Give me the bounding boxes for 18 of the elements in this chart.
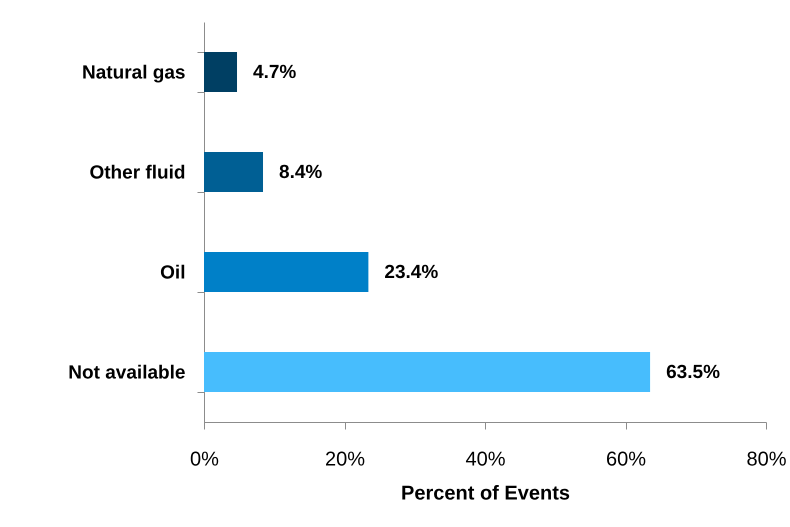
data-label: 63.5% — [666, 362, 720, 383]
x-tick-label: 80% — [746, 448, 787, 470]
bar — [204, 252, 368, 292]
bar — [204, 52, 238, 92]
y-tick-label: Oil — [160, 262, 186, 284]
x-tick-label: 0% — [190, 448, 220, 470]
x-tick-label: 60% — [606, 448, 646, 470]
x-tick-label: 40% — [465, 448, 506, 470]
bar — [204, 352, 650, 392]
y-tick-label: Not available — [68, 362, 186, 384]
data-label: 4.7% — [253, 62, 296, 83]
data-label: 8.4% — [279, 162, 322, 183]
x-tick-label: 20% — [324, 448, 366, 470]
data-label: 23.4% — [384, 262, 438, 283]
y-tick-label: Natural gas — [82, 62, 186, 84]
y-tick-label: Other fluid — [89, 162, 186, 184]
x-axis-title: Percent of Events — [401, 482, 570, 504]
bar — [204, 152, 264, 192]
